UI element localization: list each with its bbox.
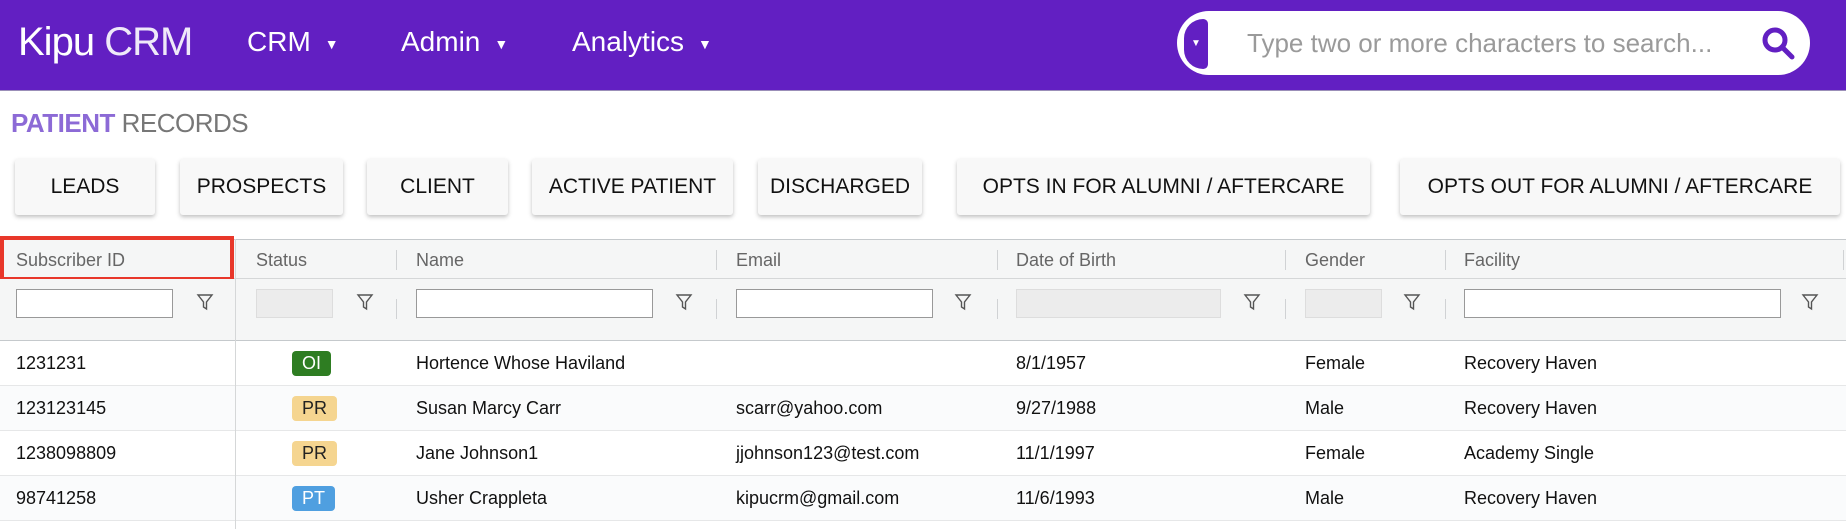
email-cell: kipucrm@gmail.com xyxy=(736,487,900,508)
facility-cell: Recovery Haven xyxy=(1464,397,1598,418)
filter-icon[interactable] xyxy=(1403,293,1421,311)
subscriber-id-cell: 1238098809 xyxy=(16,442,117,463)
column-divider xyxy=(1285,299,1286,319)
filter-icon[interactable] xyxy=(356,293,374,311)
gender-cell: Female xyxy=(1305,352,1366,373)
filter-icon[interactable] xyxy=(954,293,972,311)
status-badge: OI xyxy=(292,350,332,376)
opts-out-alumni-button[interactable]: OPTS OUT FOR ALUMNI / AFTERCARE xyxy=(1400,159,1840,215)
caret-down-icon: ▼ xyxy=(698,35,712,52)
caret-down-icon: ▼ xyxy=(494,35,509,52)
gender-cell: Female xyxy=(1305,442,1366,463)
highlight-box xyxy=(0,236,234,281)
prospects-button[interactable]: PROSPECTS xyxy=(180,159,343,215)
column-header-email[interactable]: Email xyxy=(736,249,782,270)
status-badge: PR xyxy=(292,395,338,421)
table-row[interactable]: 98741258 PT Usher Crappleta kipucrm@gmai… xyxy=(0,476,1846,521)
column-header-gender[interactable]: Gender xyxy=(1305,249,1366,270)
name-filter-input[interactable] xyxy=(416,289,653,318)
top-nav: Kipu CRM CRM ▼ Admin ▼ Analytics ▼ ▼ xyxy=(0,0,1846,91)
title-bold: PATIENT xyxy=(11,108,115,138)
gender-filter-input xyxy=(1305,289,1382,318)
client-button[interactable]: CLIENT xyxy=(367,159,508,215)
filter-icon[interactable] xyxy=(196,293,214,311)
column-divider[interactable] xyxy=(716,250,717,270)
menu-label: CRM xyxy=(247,26,311,57)
status-cell: OI xyxy=(292,341,332,385)
global-search: ▼ xyxy=(1177,11,1810,75)
caret-down-icon: ▼ xyxy=(324,35,339,52)
table-row[interactable]: 1231231 OI Hortence Whose Haviland 8/1/1… xyxy=(0,341,1846,386)
opts-in-alumni-button[interactable]: OPTS IN FOR ALUMNI / AFTERCARE xyxy=(957,159,1370,215)
facility-cell: Recovery Haven xyxy=(1464,487,1598,508)
status-cell: PR xyxy=(292,386,338,430)
filter-icon[interactable] xyxy=(1801,293,1819,311)
status-badge: PR xyxy=(292,440,338,466)
page-title: PATIENT RECORDS xyxy=(11,108,249,139)
logo[interactable]: Kipu CRM xyxy=(18,20,193,65)
search-scope-dropdown[interactable]: ▼ xyxy=(1184,19,1208,69)
column-divider xyxy=(997,299,998,319)
column-header-facility[interactable]: Facility xyxy=(1464,249,1521,270)
email-cell: jjohnson123@test.com xyxy=(736,442,920,463)
name-cell[interactable]: Hortence Whose Haviland xyxy=(416,352,626,373)
column-divider[interactable] xyxy=(1285,250,1286,270)
column-divider xyxy=(1445,299,1446,319)
table-row[interactable]: 123123145 PR Susan Marcy Carr scarr@yaho… xyxy=(0,386,1846,431)
patient-table: Subscriber ID Status Name Email Date of … xyxy=(0,236,1846,529)
facility-cell: Recovery Haven xyxy=(1464,352,1598,373)
column-header-dob[interactable]: Date of Birth xyxy=(1016,249,1117,270)
column-divider xyxy=(396,299,397,319)
column-divider[interactable] xyxy=(396,250,397,270)
column-header-status[interactable]: Status xyxy=(256,249,308,270)
table-row[interactable]: 1238098809 PR Jane Johnson1 jjohnson123@… xyxy=(0,431,1846,476)
name-cell[interactable]: Usher Crappleta xyxy=(416,487,548,508)
dob-filter-input xyxy=(1016,289,1221,318)
active-patient-button[interactable]: ACTIVE PATIENT xyxy=(532,159,733,215)
logo-text: Kipu xyxy=(18,20,95,64)
menu-label: Admin xyxy=(401,26,481,57)
email-cell: scarr@yahoo.com xyxy=(736,397,883,418)
discharged-button[interactable]: DISCHARGED xyxy=(758,159,922,215)
column-divider[interactable] xyxy=(1843,250,1844,270)
gender-cell: Male xyxy=(1305,487,1345,508)
column-header-name[interactable]: Name xyxy=(416,249,465,270)
dob-cell: 9/27/1988 xyxy=(1016,397,1097,418)
menu-crm[interactable]: CRM ▼ xyxy=(247,26,339,58)
facility-cell: Academy Single xyxy=(1464,442,1595,463)
subscriber-id-filter-input[interactable] xyxy=(16,289,173,318)
subscriber-id-cell: 1231231 xyxy=(16,352,87,373)
column-header-subscriber-id[interactable]: Subscriber ID xyxy=(16,249,126,270)
search-icon[interactable] xyxy=(1760,25,1796,61)
facility-filter-input[interactable] xyxy=(1464,289,1781,318)
gender-cell: Male xyxy=(1305,397,1345,418)
email-filter-input[interactable] xyxy=(736,289,933,318)
status-cell: PR xyxy=(292,431,338,475)
dob-cell: 11/1/1997 xyxy=(1016,442,1095,463)
menu-analytics[interactable]: Analytics ▼ xyxy=(572,26,712,58)
menu-label: Analytics xyxy=(572,26,685,57)
leads-button[interactable]: LEADS xyxy=(15,159,155,215)
logo-text-light: CRM xyxy=(104,20,193,64)
pinned-column-divider xyxy=(235,239,236,529)
title-light: RECORDS xyxy=(121,108,249,138)
status-badge: PT xyxy=(292,485,336,511)
filter-icon[interactable] xyxy=(675,293,693,311)
dob-cell: 11/6/1993 xyxy=(1016,487,1095,508)
dob-cell: 8/1/1957 xyxy=(1016,352,1087,373)
column-divider[interactable] xyxy=(997,250,998,270)
search-input[interactable] xyxy=(1247,23,1727,63)
subscriber-id-cell: 98741258 xyxy=(16,487,97,508)
name-cell[interactable]: Susan Marcy Carr xyxy=(416,397,562,418)
menu-admin[interactable]: Admin ▼ xyxy=(401,26,508,58)
status-filter-input xyxy=(256,289,333,318)
column-divider xyxy=(716,299,717,319)
subscriber-id-cell: 123123145 xyxy=(16,397,107,418)
table-header: Subscriber ID Status Name Email Date of … xyxy=(0,236,1846,281)
filter-icon[interactable] xyxy=(1243,293,1261,311)
status-cell: PT xyxy=(292,476,336,520)
column-divider[interactable] xyxy=(1445,250,1446,270)
filter-row xyxy=(0,279,1846,341)
name-cell[interactable]: Jane Johnson1 xyxy=(416,442,539,463)
